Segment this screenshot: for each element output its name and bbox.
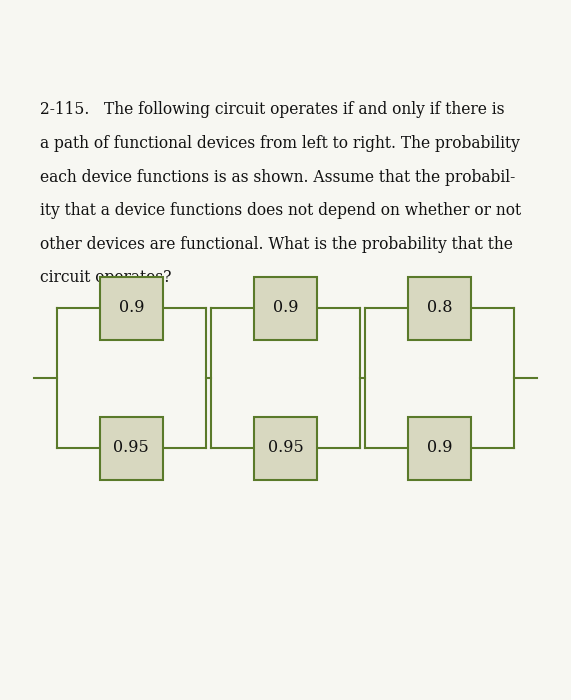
Text: 0.95: 0.95 <box>268 440 303 456</box>
Text: 0.8: 0.8 <box>427 300 452 316</box>
Text: other devices are functional. What is the probability that the: other devices are functional. What is th… <box>40 236 513 253</box>
FancyBboxPatch shape <box>100 416 163 480</box>
Text: 0.9: 0.9 <box>427 440 452 456</box>
Text: a path of functional devices from left to right. The probability: a path of functional devices from left t… <box>40 135 520 152</box>
Text: 0.95: 0.95 <box>114 440 149 456</box>
Text: ity that a device functions does not depend on whether or not: ity that a device functions does not dep… <box>40 202 521 219</box>
Text: 2-115.   The following circuit operates if and only if there is: 2-115. The following circuit operates if… <box>40 102 504 118</box>
FancyBboxPatch shape <box>408 276 471 340</box>
FancyBboxPatch shape <box>408 416 471 480</box>
Text: 0.9: 0.9 <box>119 300 144 316</box>
FancyBboxPatch shape <box>254 276 317 340</box>
Text: 0.9: 0.9 <box>273 300 298 316</box>
Text: circuit operates?: circuit operates? <box>40 270 171 286</box>
FancyBboxPatch shape <box>254 416 317 480</box>
FancyBboxPatch shape <box>100 276 163 340</box>
Text: each device functions is as shown. Assume that the probabil-: each device functions is as shown. Assum… <box>40 169 515 186</box>
